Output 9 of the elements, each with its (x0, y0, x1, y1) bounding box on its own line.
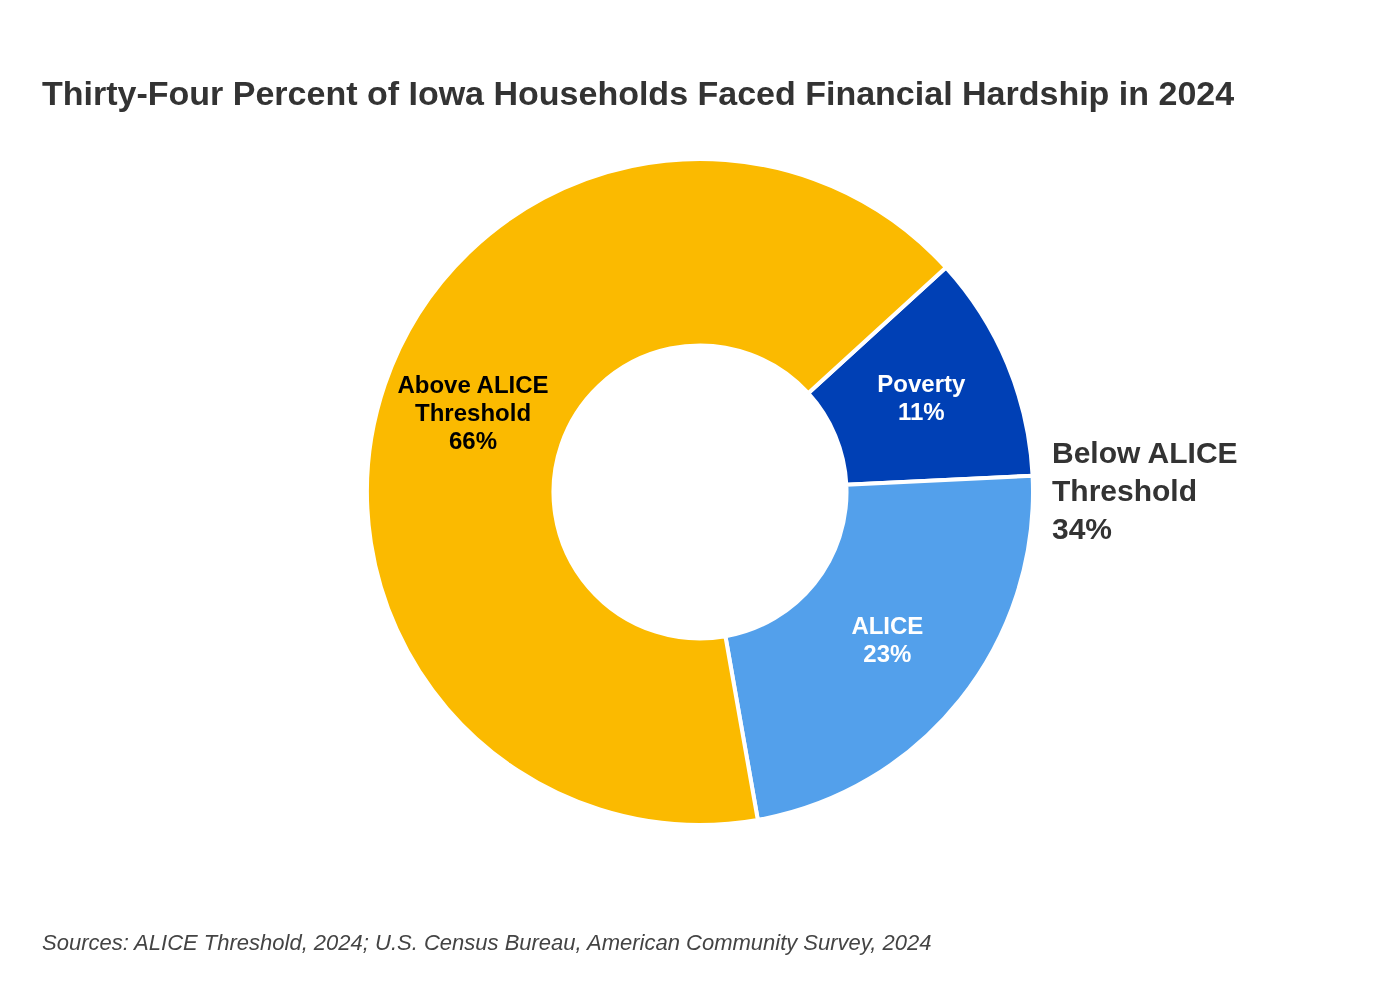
text: Below ALICE Threshold 34% (1052, 435, 1239, 547)
data-label: 11% (897, 398, 945, 426)
data-label: 23% (863, 640, 912, 668)
chart-title: Thirty-Four Percent of Iowa Households Faced Financial Hardship in 2024 (42, 74, 1235, 113)
slice-label: ALICE (851, 612, 924, 640)
slice-label: Above ALICE Threshold (397, 371, 549, 427)
data-label: 66% (449, 427, 498, 455)
source-note: Sources: ALICE Threshold, 2024; U.S. Census Bureau, American Community Survey, 2024 (42, 930, 932, 956)
slice-label: Poverty (877, 370, 967, 398)
